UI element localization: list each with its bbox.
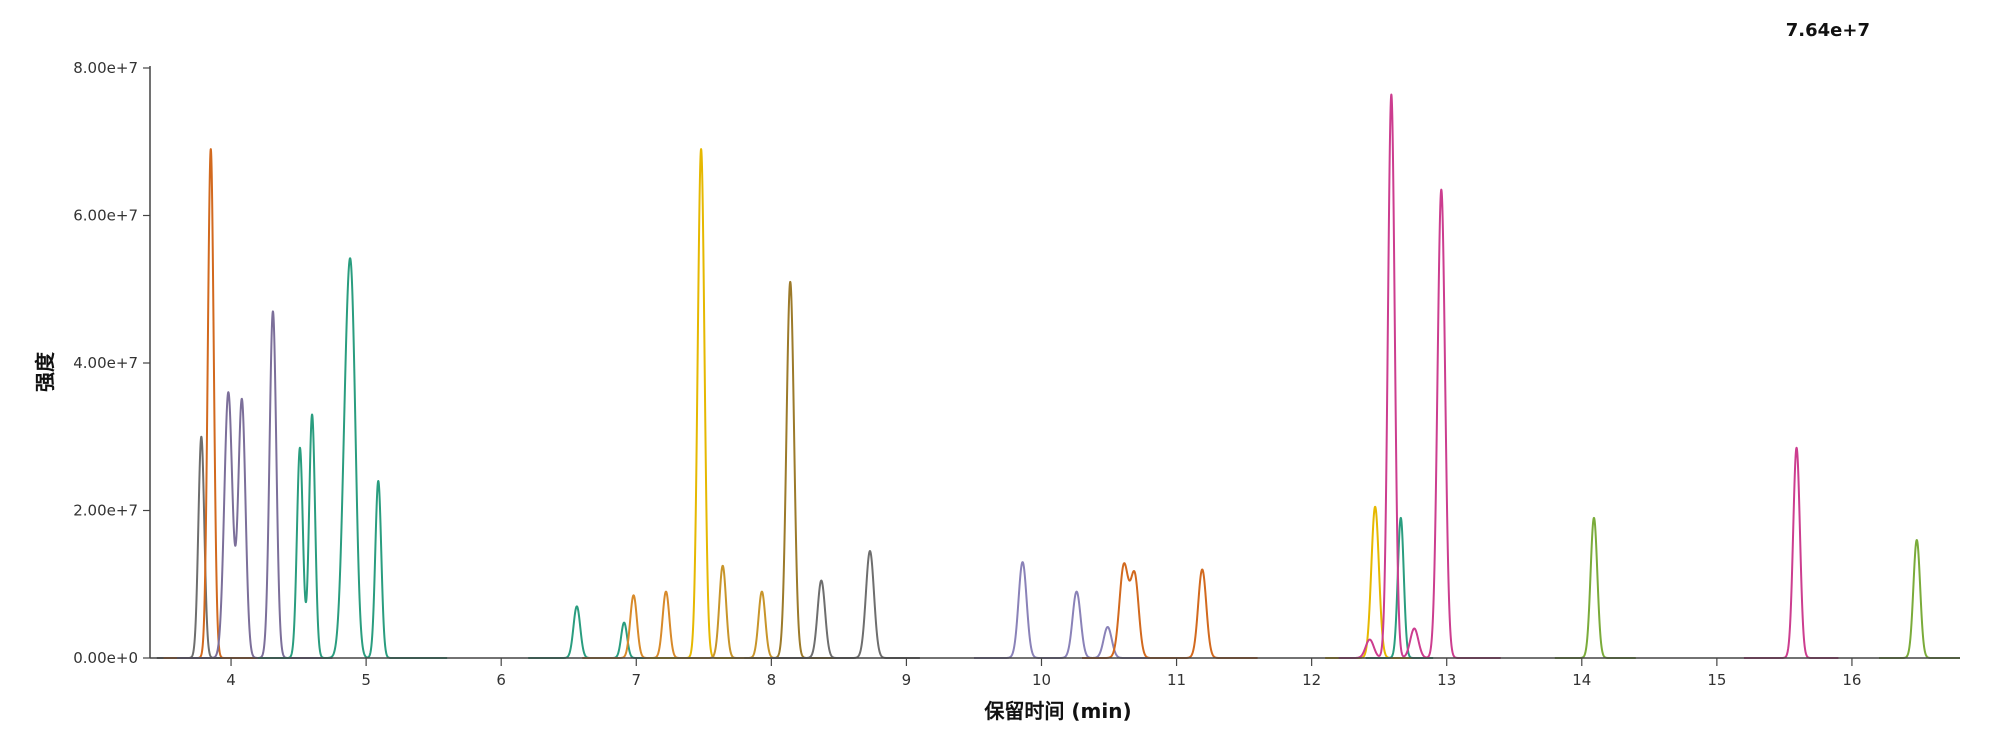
trace-series-15 (1337, 93, 1502, 659)
x-tick-label: 15 (1707, 671, 1726, 689)
max-intensity-label: 7.64e+7 (1786, 20, 1870, 41)
x-tick-label: 12 (1302, 671, 1321, 689)
trace-series-10 (770, 550, 921, 659)
x-tick-label: 8 (767, 671, 777, 689)
x-tick-label: 14 (1572, 671, 1591, 689)
trace-series-7 (648, 148, 759, 659)
trace-series-12 (1081, 562, 1259, 659)
x-tick-label: 16 (1842, 671, 1861, 689)
trace-series-6 (581, 590, 705, 659)
x-tick-label: 5 (361, 671, 371, 689)
trace-series-17 (1743, 446, 1840, 659)
y-tick-label: 4.00e+7 (73, 354, 138, 372)
y-axis-title: 强度 (33, 351, 57, 392)
y-tick-label: 8.00e+7 (73, 59, 138, 77)
trace-series-8 (675, 564, 813, 659)
chromatogram-traces (155, 93, 1961, 659)
x-axis-title: 保留时间 (min) (983, 699, 1131, 723)
axes: 4 5 6 7 8 9 10 11 12 13 14 15 16 0.00e+0 2.00e+7 4.00e+… (73, 59, 1960, 689)
x-tick-label: 13 (1437, 671, 1456, 689)
x-tick-label: 6 (496, 671, 506, 689)
trace-series-5 (527, 605, 665, 659)
x-tick-label: 10 (1032, 671, 1051, 689)
trace-series-16 (1553, 516, 1637, 659)
y-tick-label: 6.00e+7 (73, 207, 138, 225)
x-tick-label: 7 (631, 671, 641, 689)
x-tick-label: 9 (902, 671, 912, 689)
y-tick-label: 0.00e+0 (73, 649, 138, 667)
trace-series-18 (1878, 539, 1961, 659)
trace-series-11 (973, 561, 1151, 659)
x-tick-label: 4 (226, 671, 236, 689)
trace-series-2 (162, 148, 259, 659)
x-tick-label: 11 (1167, 671, 1186, 689)
trace-series-4 (257, 257, 449, 659)
y-tick-label: 2.00e+7 (73, 502, 138, 520)
